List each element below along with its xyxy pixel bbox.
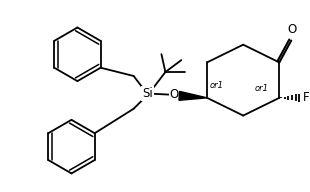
- Text: O: O: [288, 23, 297, 36]
- Polygon shape: [179, 91, 207, 100]
- Text: O: O: [169, 88, 178, 101]
- Text: F: F: [303, 91, 310, 104]
- Text: or1: or1: [255, 84, 268, 93]
- Text: Si: Si: [142, 87, 153, 100]
- Text: or1: or1: [210, 81, 224, 90]
